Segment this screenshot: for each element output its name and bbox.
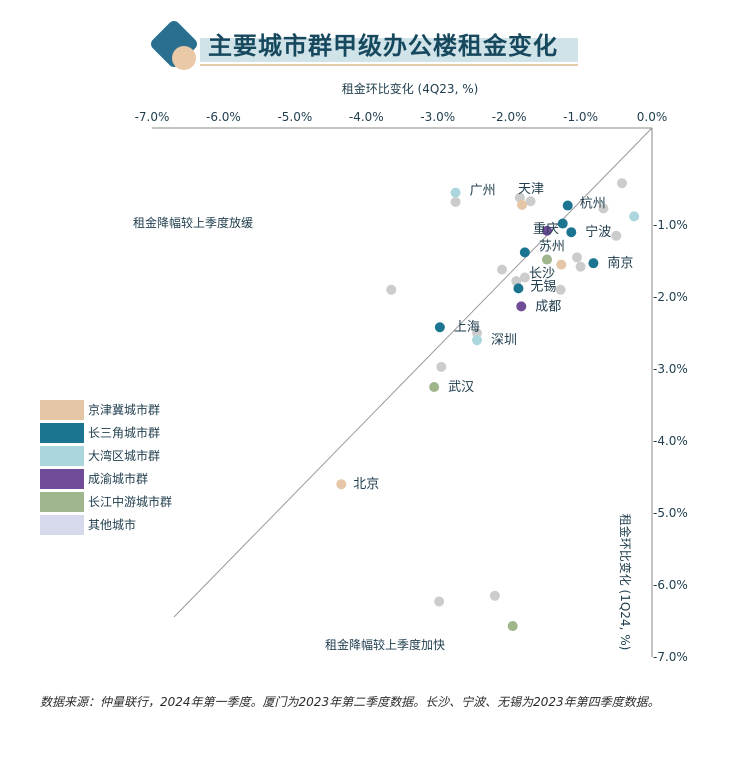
legend-item: 长江中游城市群 xyxy=(40,490,172,513)
city-label: 无锡 xyxy=(530,279,556,294)
x-tick-label: -2.0% xyxy=(492,110,527,124)
data-point xyxy=(562,200,573,211)
legend-item: 长三角城市群 xyxy=(40,421,172,444)
data-point xyxy=(517,199,527,210)
x-axis-label: 租金环比变化 (4Q23, %) xyxy=(342,81,479,96)
page-title: 主要城市群甲级办公楼租金变化 xyxy=(208,32,558,60)
data-point xyxy=(507,621,518,632)
city-label: 南京 xyxy=(607,255,633,271)
legend-label: 大湾区城市群 xyxy=(88,449,161,463)
data-point xyxy=(336,479,347,490)
legend-label: 成渝城市群 xyxy=(88,472,149,486)
city-label: 广州 xyxy=(470,184,496,199)
diagonal-line xyxy=(173,127,653,618)
data-point xyxy=(557,218,568,229)
legend-item: 大湾区城市群 xyxy=(40,444,172,467)
x-tick-label: -6.0% xyxy=(206,110,241,124)
x-tick-label: -1.0% xyxy=(563,110,598,124)
y-tick-label: -4.0% xyxy=(653,434,688,448)
data-point xyxy=(566,227,577,238)
legend-swatch xyxy=(40,491,84,512)
logo-circle xyxy=(172,46,196,70)
data-point-other xyxy=(386,284,397,295)
data-point xyxy=(472,335,482,346)
data-point-other xyxy=(555,284,566,295)
data-point-other xyxy=(472,328,482,338)
data-point xyxy=(556,259,567,270)
legend-swatch xyxy=(40,399,84,420)
data-point xyxy=(513,283,524,294)
y-tick-label: -2.0% xyxy=(653,290,688,304)
data-point-other xyxy=(598,203,609,214)
x-tick-label: -7.0% xyxy=(135,110,170,124)
title-highlight xyxy=(200,38,578,62)
legend-label: 长三角城市群 xyxy=(88,426,161,440)
data-point xyxy=(519,247,530,258)
x-tick-label: -4.0% xyxy=(349,110,384,124)
legend-swatch xyxy=(40,514,84,535)
data-point-other xyxy=(450,196,461,207)
data-point-other xyxy=(489,590,500,601)
data-point-other xyxy=(611,230,622,241)
x-tick-label: 0.0% xyxy=(637,110,668,124)
data-point xyxy=(434,322,445,333)
data-point-other xyxy=(436,361,447,372)
city-label: 长沙 xyxy=(529,267,555,282)
y-tick-label: -7.0% xyxy=(653,650,688,664)
y-axis-label: 租金环比变化 (1Q24, %) xyxy=(618,514,633,651)
data-point xyxy=(429,382,440,392)
legend-label: 长江中游城市群 xyxy=(88,495,173,509)
y-tick-label: -1.0% xyxy=(653,218,688,232)
city-label: 成都 xyxy=(535,299,561,314)
city-label: 宁波 xyxy=(585,224,611,240)
x-tick-label: -3.0% xyxy=(420,110,455,124)
footnote: 数据来源：仲量联行，2024年第一季度。厦门为2023年第二季度数据。长沙、宁波… xyxy=(40,695,660,709)
legend-item: 成渝城市群 xyxy=(40,467,172,490)
title-underline xyxy=(200,64,578,66)
legend-swatch xyxy=(40,422,84,443)
data-point xyxy=(516,301,527,312)
logo xyxy=(148,18,200,70)
city-label: 上海 xyxy=(454,320,480,335)
data-point xyxy=(629,211,640,222)
data-point-other xyxy=(617,178,627,189)
city-label: 北京 xyxy=(353,477,379,492)
annotation-faster: 租金降幅较上季度加快 xyxy=(325,637,445,652)
legend-label: 其他城市 xyxy=(88,518,137,532)
data-point-other xyxy=(572,252,582,263)
data-point-other xyxy=(434,596,445,607)
city-label: 天津 xyxy=(518,182,544,197)
legend-item: 京津冀城市群 xyxy=(40,398,172,421)
data-point-other xyxy=(497,264,507,275)
city-label: 杭州 xyxy=(580,197,606,212)
city-label: 苏州 xyxy=(539,238,565,254)
legend-swatch xyxy=(40,468,84,489)
data-point xyxy=(450,187,461,198)
city-label: 武汉 xyxy=(448,380,474,395)
y-tick-label: -3.0% xyxy=(653,362,688,376)
data-point-other xyxy=(575,261,586,272)
city-label: 深圳 xyxy=(491,333,517,348)
data-point-other xyxy=(519,272,530,283)
legend-item: 其他城市 xyxy=(40,513,172,536)
city-label: 重庆 xyxy=(533,221,559,237)
legend-swatch xyxy=(40,445,84,466)
y-tick-label: -6.0% xyxy=(653,578,688,592)
legend: 京津冀城市群 长三角城市群 大湾区城市群 成渝城市群长江中游城市群 其他城市 xyxy=(40,398,172,536)
data-point xyxy=(542,225,552,236)
scatter-chart: 租金环比变化 (4Q23, %) -7.0% -6.0% -5.0% -4.0% -3.0… xyxy=(133,81,688,664)
data-point xyxy=(588,258,599,269)
x-tick-label: -5.0% xyxy=(277,110,312,124)
y-tick-label: -5.0% xyxy=(653,506,688,520)
legend-label: 京津冀城市群 xyxy=(88,403,161,417)
data-point xyxy=(542,254,552,265)
annotation-slower: 租金降幅较上季度放缓 xyxy=(133,215,253,230)
data-point-other xyxy=(525,196,536,207)
